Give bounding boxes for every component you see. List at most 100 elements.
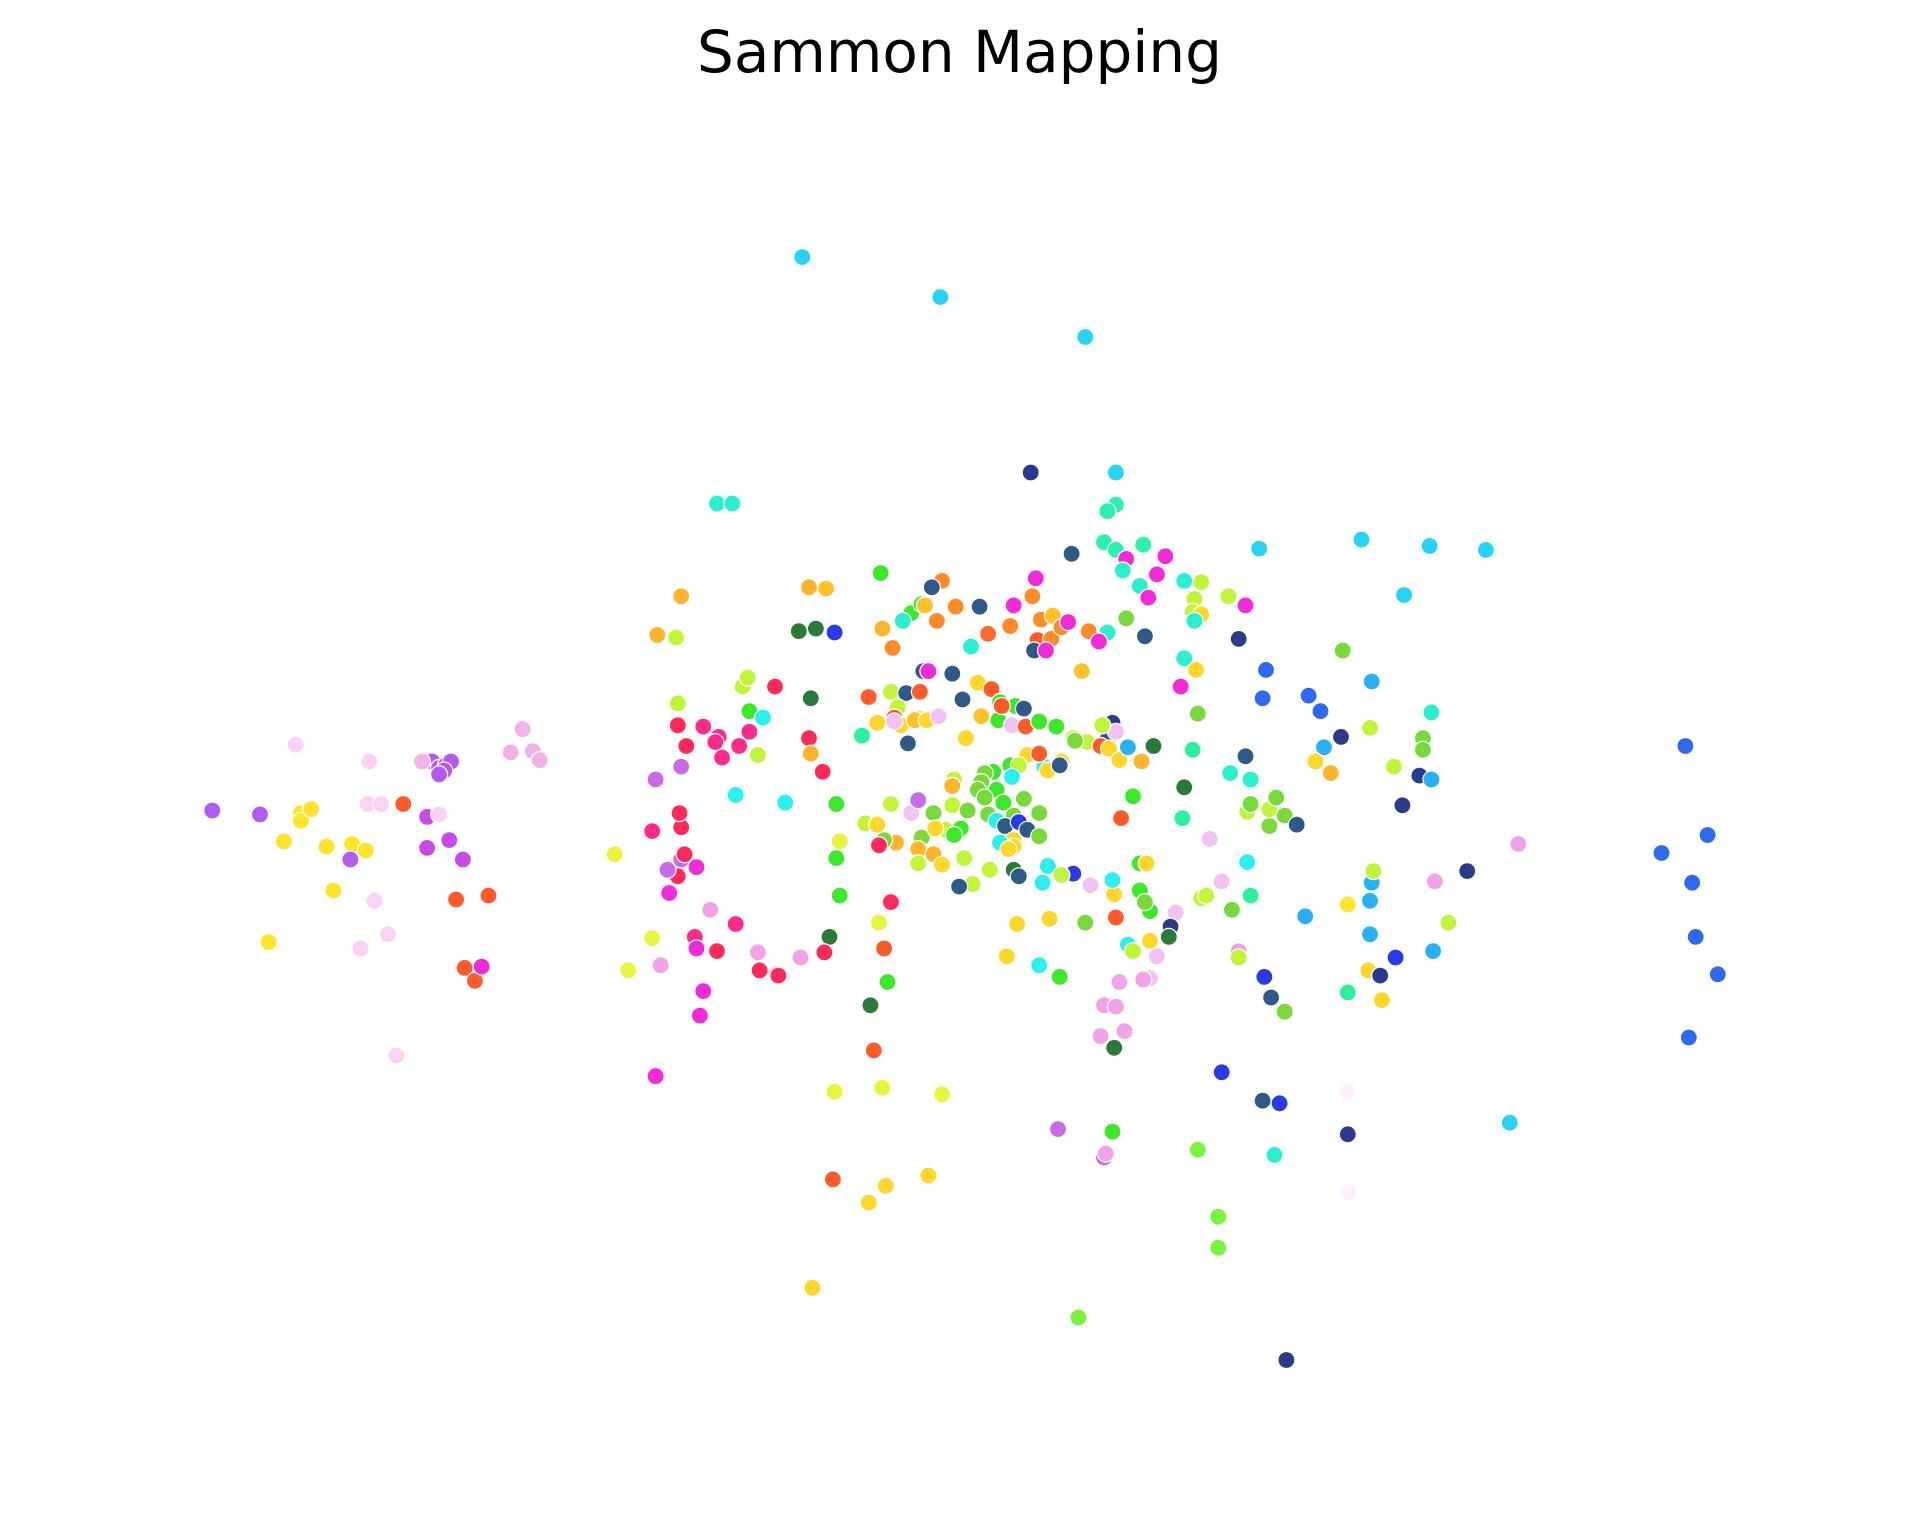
scatter-point bbox=[707, 941, 727, 961]
scatter-point bbox=[1362, 672, 1381, 691]
scatter-point bbox=[1219, 587, 1238, 606]
scatter-point bbox=[1134, 535, 1153, 554]
scatter-point bbox=[440, 830, 459, 850]
scatter-point bbox=[643, 821, 662, 841]
scatter-point bbox=[1076, 327, 1095, 347]
scatter-point bbox=[341, 850, 360, 869]
scatter-point bbox=[919, 662, 938, 681]
scatter-point bbox=[365, 891, 384, 910]
scatter-point bbox=[1422, 703, 1441, 722]
scatter-point bbox=[873, 619, 892, 638]
scatter-point bbox=[1123, 941, 1143, 961]
scatter-point bbox=[1069, 1308, 1088, 1327]
scatter-point bbox=[1425, 872, 1444, 891]
scatter-point bbox=[1338, 1183, 1357, 1202]
scatter-point bbox=[823, 1170, 843, 1189]
scatter-point bbox=[1099, 739, 1119, 758]
scatter-point bbox=[1123, 787, 1143, 806]
scatter-point bbox=[801, 744, 820, 763]
scatter-point bbox=[738, 668, 757, 687]
scatter-point bbox=[827, 794, 846, 814]
scatter-point bbox=[852, 726, 872, 745]
scatter-point bbox=[1338, 895, 1357, 914]
scatter-point bbox=[1321, 763, 1340, 783]
scatter-point bbox=[1241, 886, 1260, 905]
scatter-point bbox=[317, 837, 336, 856]
scatter-point bbox=[1287, 815, 1306, 834]
scatter-point bbox=[765, 677, 785, 696]
scatter-point bbox=[1708, 965, 1727, 984]
scatter-point bbox=[1212, 1063, 1231, 1082]
scatter-point bbox=[943, 776, 962, 796]
scatter-point bbox=[1030, 803, 1049, 823]
scatter-point bbox=[881, 892, 901, 912]
scatter-point bbox=[1117, 609, 1136, 628]
scatter-point bbox=[412, 752, 432, 771]
scatter-point bbox=[1135, 892, 1155, 912]
scatter-point bbox=[1030, 956, 1049, 975]
scatter-point bbox=[909, 791, 928, 810]
scatter-point bbox=[351, 939, 370, 958]
scatter-point bbox=[1014, 699, 1034, 718]
scatter-point bbox=[1144, 736, 1163, 756]
scatter-point bbox=[919, 1166, 938, 1185]
scatter-point bbox=[922, 578, 941, 597]
scatter-point bbox=[1261, 988, 1281, 1007]
scatter-point bbox=[479, 886, 498, 905]
scatter-point bbox=[1188, 1140, 1207, 1159]
scatter-point bbox=[943, 796, 962, 815]
scatter-point bbox=[1175, 649, 1194, 668]
scatter-point bbox=[1076, 913, 1095, 932]
scatter-point bbox=[868, 713, 887, 732]
scatter-point bbox=[666, 628, 686, 647]
scatter-point bbox=[1413, 740, 1433, 759]
scatter-point bbox=[701, 900, 720, 919]
scatter-point bbox=[1458, 861, 1477, 881]
scatter-point bbox=[909, 854, 928, 873]
scatter-point bbox=[646, 1067, 665, 1086]
scatter-point bbox=[1371, 966, 1390, 985]
scatter-point bbox=[453, 850, 472, 869]
scatter-point bbox=[1209, 1207, 1228, 1226]
scatter-point bbox=[668, 694, 687, 713]
scatter-point bbox=[1372, 990, 1392, 1010]
scatter-point bbox=[776, 793, 795, 812]
scatter-point bbox=[1352, 530, 1371, 549]
scatter-point bbox=[769, 966, 788, 985]
scatter-point bbox=[859, 1193, 878, 1212]
scatter-point bbox=[868, 815, 887, 834]
scatter-point bbox=[619, 961, 638, 980]
scatter-point bbox=[871, 563, 890, 583]
scatter-point bbox=[1047, 717, 1066, 736]
scatter-point bbox=[660, 883, 679, 903]
scatter-point bbox=[1236, 747, 1255, 766]
scatter-point bbox=[378, 925, 397, 944]
scatter-point bbox=[1267, 788, 1286, 807]
scatter-point bbox=[1270, 1094, 1289, 1113]
scatter-point bbox=[1698, 825, 1717, 845]
scatter-point bbox=[1009, 867, 1028, 886]
scatter-point bbox=[1476, 540, 1496, 560]
scatter-point bbox=[1186, 660, 1206, 680]
scatter-point bbox=[1093, 716, 1112, 735]
scatter-point bbox=[430, 765, 449, 784]
scatter-point bbox=[1241, 794, 1260, 814]
scatter-point bbox=[1033, 873, 1052, 892]
scatter-point bbox=[1106, 463, 1126, 482]
scatter-point bbox=[898, 734, 918, 753]
scatter-point bbox=[791, 948, 810, 967]
scatter-point bbox=[302, 800, 321, 819]
scatter-point bbox=[658, 860, 677, 879]
scatter-point bbox=[910, 682, 930, 701]
scatter-point bbox=[799, 729, 819, 748]
scatter-point bbox=[864, 1041, 883, 1060]
scatter-point bbox=[1134, 970, 1153, 989]
scatter-point bbox=[1103, 870, 1122, 890]
scatter-point bbox=[1089, 632, 1109, 651]
scatter-point bbox=[1175, 778, 1194, 797]
scatter-point bbox=[978, 624, 998, 643]
scatter-point bbox=[1065, 731, 1085, 750]
scatter-point bbox=[915, 596, 935, 615]
scatter-point bbox=[944, 825, 964, 845]
scatter-point bbox=[1091, 1027, 1110, 1046]
